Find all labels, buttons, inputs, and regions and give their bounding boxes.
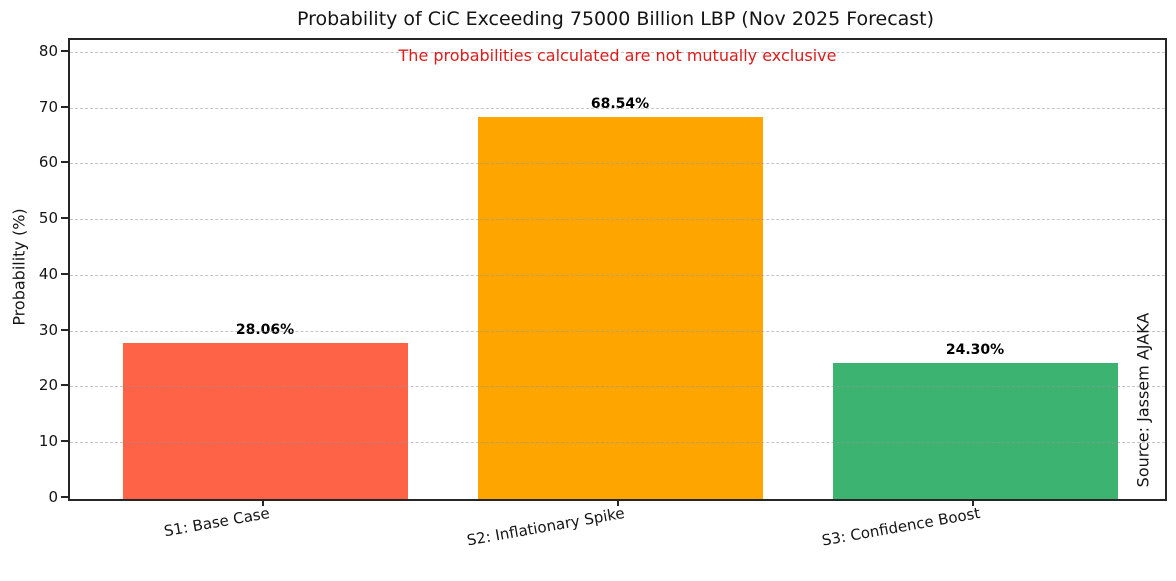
- y-tick-label: 40: [38, 264, 58, 283]
- y-tick-label: 70: [38, 97, 58, 116]
- source-note: Source: Jassem AJAKA: [1133, 312, 1153, 488]
- chart-title: Probability of CiC Exceeding 75000 Billi…: [296, 8, 935, 30]
- x-tick-mark: [972, 499, 974, 506]
- y-tick-mark: [61, 272, 68, 275]
- y-tick-mark: [61, 105, 68, 108]
- y-tick-label: 30: [38, 320, 58, 339]
- x-tick-label: S2: Inflationary Spike: [465, 504, 627, 550]
- y-tick-mark: [61, 217, 68, 220]
- bar-3: [832, 363, 1118, 499]
- annotation-note: The probabilities calculated are not mut…: [398, 46, 837, 65]
- y-tick-mark: [61, 496, 68, 498]
- y-tick-label: 0: [48, 488, 58, 506]
- plot-area: 28.06% 68.54% 24.30% The probabilities cal…: [68, 38, 1167, 501]
- y-tick-mark: [61, 161, 68, 164]
- y-tick-label: 10: [38, 432, 58, 451]
- y-tick-label: 50: [38, 209, 58, 228]
- bar-1: [122, 342, 408, 499]
- x-tick-label: S1: Base Case: [162, 504, 272, 541]
- bar-value-label: 24.30%: [945, 342, 1005, 359]
- y-tick-mark: [61, 328, 68, 331]
- bar-value-label: 68.54%: [590, 95, 650, 112]
- bars-layer: 28.06% 68.54% 24.30%: [70, 40, 1165, 499]
- x-tick-mark: [262, 499, 264, 506]
- y-tick-mark: [61, 49, 68, 52]
- y-tick-label: 80: [38, 41, 58, 60]
- x-tick-label: S3: Confidence Boost: [820, 504, 982, 550]
- bar-2: [477, 116, 763, 499]
- bar-value-label: 28.06%: [235, 321, 295, 338]
- y-tick-label: 20: [38, 376, 58, 395]
- y-tick-mark: [61, 440, 68, 443]
- x-tick-mark: [617, 499, 619, 506]
- y-tick-label: 60: [38, 153, 58, 172]
- y-tick-mark: [61, 384, 68, 387]
